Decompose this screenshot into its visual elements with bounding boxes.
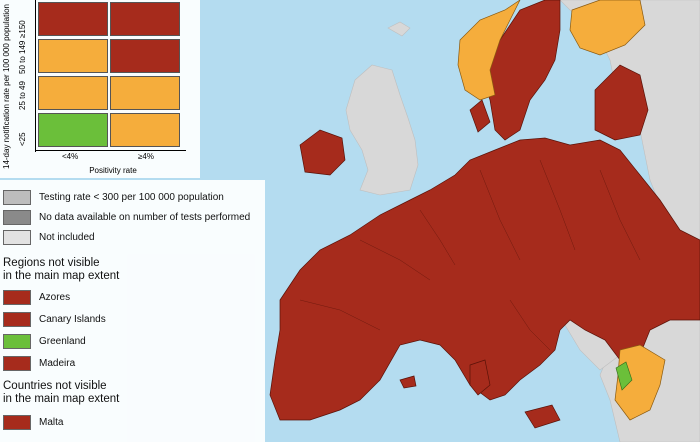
canary-swatch [3, 312, 31, 327]
cell-ge150-high [110, 2, 180, 36]
cell-lt25-high [110, 113, 180, 147]
legend-label-canary: Canary Islands [39, 314, 106, 325]
legend-region-greenland: Greenland [3, 334, 86, 349]
ytick-25-49: 25 to 49 [18, 81, 27, 110]
ytick-50-149: 50 to 149 [18, 40, 27, 74]
regions-heading-line1: Regions not visible [3, 257, 100, 269]
legend-region-azores: Azores [3, 290, 70, 305]
norway-orange [457, 0, 521, 101]
cell-50-149-high [110, 39, 180, 73]
legend-label-not-included: Not included [39, 232, 95, 243]
legend-label-malta: Malta [39, 417, 64, 428]
matrix-x-axis-line [36, 150, 186, 151]
cell-25-49-high [110, 76, 180, 110]
cell-25-49-low [38, 76, 108, 110]
balearic-red [399, 375, 417, 389]
matrix-x-axis-title: Positivity rate [89, 166, 137, 175]
sicily-red [524, 404, 561, 429]
regional-borders [299, 159, 641, 351]
scandinavia-red [479, 0, 561, 141]
no-data-swatch [3, 210, 31, 225]
not-included-swatch [3, 230, 31, 245]
cell-ge150-low [38, 2, 108, 36]
map-legend: Testing rate < 300 per 100 000 populatio… [0, 180, 265, 442]
sardinia-red [469, 359, 491, 396]
baltic-red [594, 64, 649, 141]
matrix-y-axis-title: 14-day notification rate per 100 000 pop… [2, 3, 11, 169]
legend-label-madeira: Madeira [39, 358, 76, 369]
malta-swatch [3, 415, 31, 430]
matrix-y-axis-line [35, 0, 36, 152]
finland-orange [569, 0, 646, 56]
testing-rate-swatch [3, 190, 31, 205]
xtick-ge4: ≥4% [138, 152, 154, 161]
legend-region-madeira: Madeira [3, 356, 75, 371]
legend-label-no-data: No data available on number of tests per… [39, 212, 251, 223]
legend-label-azores: Azores [39, 292, 71, 303]
uk-ireland-land [345, 64, 419, 196]
legend-item-no-data: No data available on number of tests per… [3, 210, 250, 225]
azores-swatch [3, 290, 31, 305]
legend-country-malta: Malta [3, 415, 63, 430]
cell-50-149-low [38, 39, 108, 73]
albania-green [615, 361, 633, 391]
ytick-lt25: <25 [18, 132, 27, 146]
legend-label-greenland: Greenland [39, 336, 86, 347]
iceland-faroe-land [387, 21, 411, 37]
legend-item-not-included: Not included [3, 230, 95, 245]
legend-region-canary: Canary Islands [3, 312, 106, 327]
risk-matrix-legend: 14-day notification rate per 100 000 pop… [0, 0, 200, 178]
regions-heading-line2: in the main map extent [3, 270, 120, 282]
legend-item-testing-rate: Testing rate < 300 per 100 000 populatio… [3, 190, 224, 205]
xtick-lt4: <4% [62, 152, 79, 161]
cell-lt25-low [38, 113, 108, 147]
denmark-red [469, 99, 491, 133]
greenland-swatch [3, 334, 31, 349]
madeira-swatch [3, 356, 31, 371]
ireland-red [299, 129, 346, 176]
ytick-ge150: ≥150 [18, 20, 27, 38]
countries-heading-line2: in the main map extent [3, 393, 120, 405]
greece-orange [614, 344, 666, 421]
countries-heading-line1: Countries not visible [3, 380, 107, 392]
legend-label-testing-rate: Testing rate < 300 per 100 000 populatio… [39, 192, 224, 203]
